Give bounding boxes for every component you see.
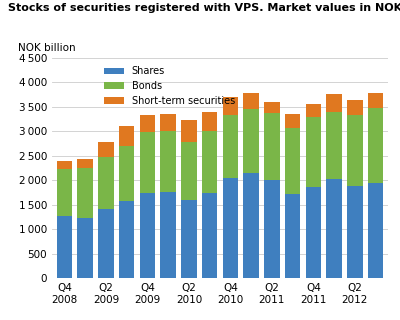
Bar xyxy=(243,173,259,278)
Bar xyxy=(326,94,342,112)
Bar xyxy=(78,159,93,169)
Bar xyxy=(347,186,362,278)
Bar xyxy=(306,104,321,117)
Bar xyxy=(181,141,197,200)
Bar xyxy=(285,128,300,194)
Text: NOK billion: NOK billion xyxy=(18,43,76,53)
Bar xyxy=(98,142,114,157)
Bar xyxy=(347,100,362,115)
Bar xyxy=(202,131,218,193)
Bar xyxy=(285,114,300,128)
Bar xyxy=(119,126,134,146)
Bar xyxy=(264,113,280,180)
Bar xyxy=(264,102,280,113)
Bar xyxy=(160,192,176,278)
Legend: Shares, Bonds, Short-term securities: Shares, Bonds, Short-term securities xyxy=(100,62,239,110)
Bar xyxy=(368,108,383,183)
Bar xyxy=(78,218,93,278)
Bar xyxy=(243,108,259,173)
Bar xyxy=(57,161,72,170)
Bar xyxy=(202,112,218,131)
Bar xyxy=(368,93,383,108)
Bar xyxy=(222,115,238,178)
Bar xyxy=(160,114,176,131)
Bar xyxy=(347,115,362,186)
Bar xyxy=(181,200,197,278)
Bar xyxy=(160,131,176,192)
Bar xyxy=(119,146,134,201)
Bar xyxy=(78,169,93,218)
Bar xyxy=(119,201,134,278)
Bar xyxy=(98,157,114,209)
Bar xyxy=(264,180,280,278)
Bar xyxy=(222,97,238,115)
Bar xyxy=(181,120,197,141)
Bar xyxy=(222,178,238,278)
Bar xyxy=(326,179,342,278)
Bar xyxy=(243,93,259,108)
Bar xyxy=(306,117,321,187)
Bar xyxy=(326,112,342,179)
Bar xyxy=(285,194,300,278)
Bar xyxy=(306,187,321,278)
Bar xyxy=(57,216,72,278)
Bar xyxy=(202,193,218,278)
Bar xyxy=(98,209,114,278)
Text: Stocks of securities registered with VPS. Market values in NOK billion: Stocks of securities registered with VPS… xyxy=(8,3,400,13)
Bar xyxy=(368,183,383,278)
Bar xyxy=(140,193,155,278)
Bar xyxy=(140,116,155,132)
Bar xyxy=(140,132,155,193)
Bar xyxy=(57,170,72,216)
